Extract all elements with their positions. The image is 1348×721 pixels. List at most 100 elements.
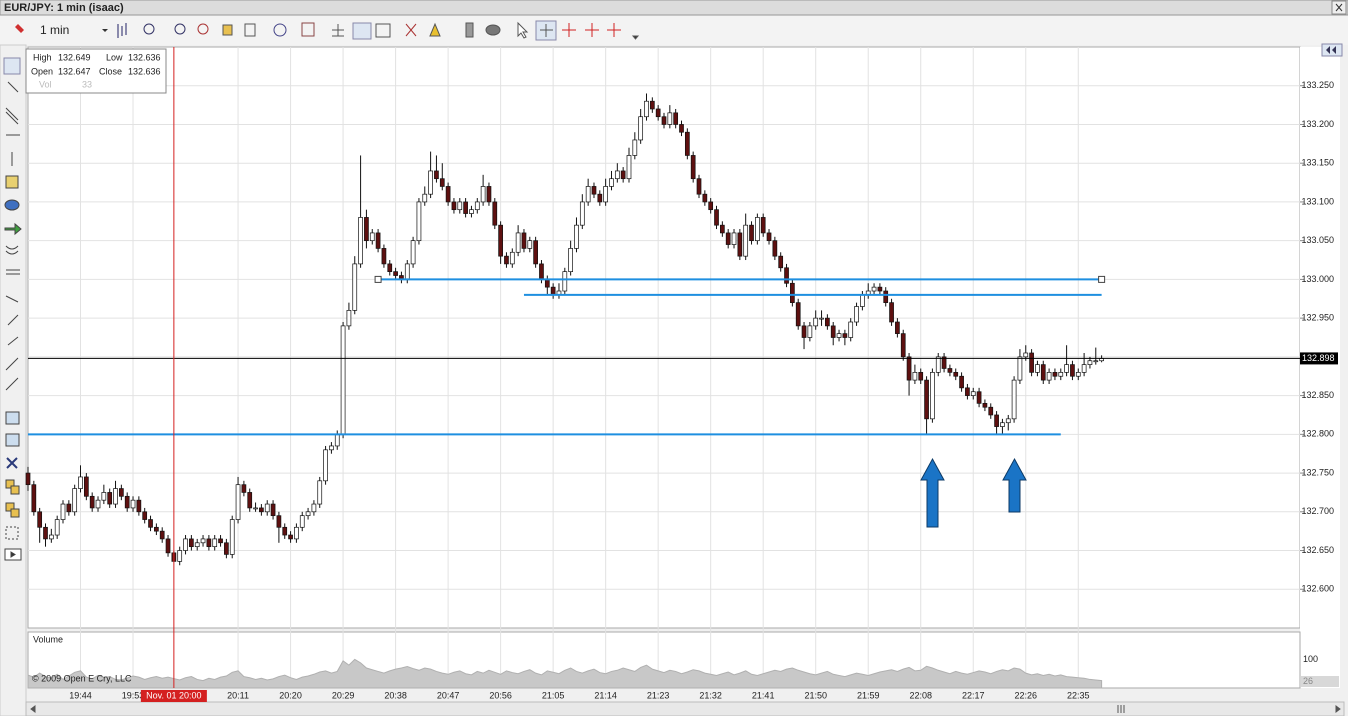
candle-body <box>661 116 667 125</box>
x-tick-label: 22:35 <box>1067 690 1090 700</box>
close-icon <box>1335 3 1343 12</box>
annotation-arrows <box>920 457 1027 528</box>
candle-body <box>755 217 760 242</box>
volume-area <box>27 658 1103 689</box>
interval-select[interactable] <box>34 22 110 40</box>
volume-tick-label: 100 <box>1303 654 1318 664</box>
candle-body <box>323 449 328 482</box>
interval-label: 1 min <box>40 23 69 37</box>
candle-body <box>632 139 638 156</box>
candle-body <box>778 255 784 269</box>
candle-body <box>895 321 900 334</box>
x-tick-label: 20:11 <box>227 690 249 700</box>
candle-body <box>183 538 188 551</box>
volume-last-label: 26 <box>1303 676 1313 686</box>
candle-body <box>317 480 323 505</box>
candle-body <box>113 488 118 505</box>
candle-body <box>900 333 906 358</box>
candle-body <box>649 100 655 110</box>
candle-body <box>229 519 235 555</box>
info-value: 132.647 <box>58 66 91 76</box>
candle-body <box>1000 422 1005 427</box>
candle-body <box>965 387 970 396</box>
candle-body <box>264 503 270 513</box>
candle-body <box>667 112 673 125</box>
last-price-box <box>1300 352 1338 365</box>
toolbar-icons[interactable] <box>117 20 640 41</box>
candle-body <box>1052 372 1058 377</box>
candle-body <box>941 356 947 369</box>
x-tick-label: 22:17 <box>962 690 985 700</box>
candle-body <box>807 325 813 338</box>
candle-body <box>836 333 842 338</box>
candle-body <box>918 372 924 381</box>
candle-body <box>924 379 929 420</box>
y-tick-label: 132.750 <box>1301 467 1334 477</box>
candle-body <box>299 515 305 528</box>
info-value: 132.649 <box>58 52 91 62</box>
candle-body <box>813 317 819 327</box>
candle-body <box>212 538 218 548</box>
candle-body <box>655 108 661 118</box>
drawing-tools[interactable] <box>3 57 22 561</box>
candle-body <box>334 433 340 447</box>
candle-body <box>381 248 387 265</box>
candle-body <box>54 519 60 536</box>
candle-body <box>696 178 702 195</box>
candle-body <box>270 503 276 517</box>
x-tick-label: 21:32 <box>699 690 722 700</box>
candle-body <box>603 186 609 203</box>
candle-body <box>410 240 416 265</box>
candle-body <box>959 375 964 389</box>
candle-body <box>597 193 603 203</box>
candle-body <box>224 542 229 555</box>
candle-body <box>504 255 509 265</box>
candle-body <box>404 263 410 280</box>
candle-body <box>801 325 807 338</box>
drawing-tools-panel <box>0 44 27 717</box>
candle-body <box>101 492 107 501</box>
candle-body <box>830 325 836 338</box>
candle-body <box>311 503 317 513</box>
pin-icon[interactable] <box>15 24 24 33</box>
x-tick-label: 20:47 <box>437 690 460 700</box>
candle-body <box>89 495 95 509</box>
candle-body <box>795 302 801 327</box>
y-tick-label: 133.200 <box>1301 119 1334 129</box>
candle-body <box>329 445 334 451</box>
candle-body <box>241 484 247 493</box>
candle-body <box>947 368 953 373</box>
candle-body <box>819 317 824 320</box>
candle-body <box>235 484 241 520</box>
candle-body <box>708 201 714 211</box>
candle-body <box>521 232 527 249</box>
candle-body <box>159 530 165 540</box>
candle-body <box>772 240 778 257</box>
candle-body <box>877 286 883 292</box>
candle-body <box>107 492 113 505</box>
y-tick-label: 133.000 <box>1301 274 1334 284</box>
candle-body <box>439 178 445 187</box>
candle-body <box>568 248 573 273</box>
candle-body <box>731 232 737 245</box>
info-label: Low <box>106 52 123 62</box>
cursor-time-label: Nov. 01 20:00 <box>146 690 201 700</box>
candle-body <box>1011 379 1017 420</box>
candle-body <box>784 267 789 284</box>
candle-body <box>416 201 422 242</box>
candle-body <box>539 263 544 280</box>
candle-body <box>352 263 358 311</box>
candle-body <box>906 356 912 381</box>
candle-body <box>358 217 363 265</box>
candle-body <box>95 499 101 509</box>
volume-title: Volume <box>33 634 63 644</box>
candle-body <box>422 193 428 203</box>
candle-body <box>83 476 89 497</box>
candle-body <box>282 526 288 536</box>
candle-body <box>1070 364 1075 377</box>
candle-body <box>982 402 988 408</box>
x-tick-label: 19:44 <box>69 690 92 700</box>
scrollbar[interactable] <box>25 701 1345 717</box>
candle-body <box>760 217 766 234</box>
